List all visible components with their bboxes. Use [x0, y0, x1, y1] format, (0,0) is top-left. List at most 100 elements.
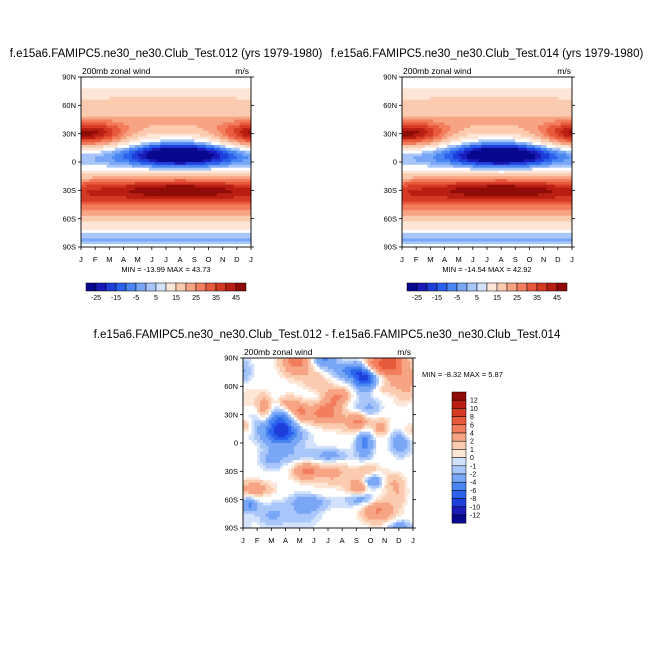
field-cell	[123, 204, 127, 208]
field-cell	[83, 91, 88, 95]
field-cell	[219, 162, 224, 166]
field-cell	[430, 204, 434, 208]
field-cell	[171, 99, 175, 103]
field-cell	[151, 113, 156, 118]
field-cell	[231, 136, 235, 140]
field-cell	[112, 207, 116, 211]
field-cell	[200, 159, 204, 163]
field-cell	[245, 221, 249, 225]
field-cell	[404, 173, 409, 177]
field-cell	[194, 198, 198, 203]
field-cell	[115, 204, 119, 208]
field-cell	[197, 241, 201, 245]
field-cell	[95, 116, 99, 120]
field-cell	[421, 94, 426, 98]
field-cell	[239, 116, 243, 120]
field-cell	[208, 218, 212, 222]
field-cell	[248, 139, 252, 143]
field-cell	[438, 187, 443, 191]
field-cell	[123, 162, 127, 166]
field-cell	[143, 213, 147, 217]
field-cell	[441, 164, 445, 169]
field-cell	[157, 96, 161, 101]
field-cell	[455, 204, 460, 208]
field-cell	[248, 167, 252, 171]
field-cell	[92, 108, 96, 112]
field-cell	[194, 147, 198, 152]
field-cell	[168, 102, 173, 106]
field-cell	[234, 198, 238, 203]
field-cell	[436, 198, 440, 203]
field-cell	[441, 179, 445, 183]
field-cell	[92, 235, 96, 239]
field-cell	[430, 99, 434, 103]
field-cell	[438, 230, 443, 234]
field-cell	[143, 102, 147, 106]
field-cell	[217, 196, 221, 200]
field-cell	[416, 213, 420, 217]
field-cell	[100, 238, 105, 242]
field-cell	[222, 244, 226, 248]
field-cell	[458, 232, 462, 237]
field-cell	[174, 207, 178, 211]
field-cell	[183, 224, 187, 228]
field-cell	[92, 119, 96, 123]
field-cell	[177, 238, 181, 242]
field-cell	[86, 113, 90, 118]
field-cell	[95, 167, 99, 171]
field-cell	[239, 145, 243, 149]
field-cell	[222, 213, 226, 217]
field-cell	[202, 136, 207, 140]
field-cell	[245, 193, 249, 197]
field-cell	[92, 207, 96, 211]
field-cell	[168, 204, 173, 208]
field-cell	[89, 133, 93, 137]
field-cell	[132, 85, 136, 89]
field-cell	[458, 201, 462, 205]
field-cell	[157, 167, 161, 171]
field-cell	[109, 133, 113, 137]
field-cell	[200, 94, 204, 98]
field-cell	[219, 181, 224, 186]
field-cell	[188, 230, 192, 234]
field-cell	[98, 207, 102, 211]
field-cell	[154, 122, 158, 126]
field-cell	[242, 153, 246, 157]
field-cell	[171, 232, 175, 237]
field-cell	[106, 181, 110, 186]
colorbar-label: 25	[192, 295, 200, 302]
field-cell	[245, 111, 249, 115]
field-cell	[228, 116, 232, 120]
field-cell	[171, 82, 175, 86]
field-cell	[444, 159, 448, 163]
field-cell	[174, 91, 178, 95]
field-cell	[183, 122, 187, 126]
field-cell	[436, 187, 440, 191]
field-cell	[461, 77, 465, 81]
field-cell	[185, 238, 190, 242]
field-cell	[436, 145, 440, 149]
field-cell	[404, 221, 409, 225]
field-cell	[98, 116, 102, 120]
field-cell	[89, 105, 93, 109]
field-cell	[98, 128, 102, 132]
field-cell	[188, 164, 192, 169]
field-cell	[115, 116, 119, 120]
field-cell	[410, 213, 414, 217]
field-cell	[92, 176, 96, 180]
field-cell	[185, 213, 190, 217]
field-cell	[205, 170, 209, 174]
field-cell	[177, 162, 181, 166]
field-cell	[163, 102, 167, 106]
field-cell	[419, 241, 423, 245]
field-cell	[137, 232, 141, 237]
field-cell	[86, 244, 90, 248]
field-cell	[115, 201, 119, 205]
field-cell	[171, 105, 175, 109]
field-cell	[447, 85, 451, 89]
field-cell	[214, 187, 218, 191]
field-cell	[410, 150, 414, 154]
field-cell	[222, 125, 226, 129]
field-cell	[239, 187, 243, 191]
field-cell	[239, 193, 243, 197]
